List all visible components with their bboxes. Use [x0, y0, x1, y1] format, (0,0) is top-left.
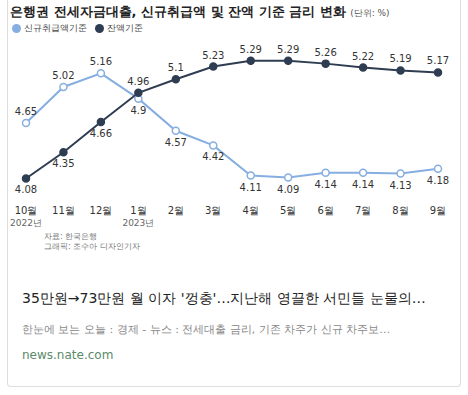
- svg-text:6월: 6월: [317, 205, 333, 216]
- svg-text:5.23: 5.23: [202, 50, 224, 61]
- svg-text:5월: 5월: [280, 205, 296, 216]
- svg-text:7월: 7월: [355, 205, 371, 216]
- html-text:자료: 한국은행: 자료: 한국은행: [44, 232, 98, 241]
- svg-text:4.65: 4.65: [15, 106, 37, 117]
- html-text:잔액기준: 잔액기준: [107, 23, 143, 33]
- svg-text:4월: 4월: [243, 205, 259, 216]
- svg-text:8월: 8월: [392, 205, 408, 216]
- svg-text:9월: 9월: [430, 205, 446, 216]
- svg-text:5.22: 5.22: [352, 51, 374, 62]
- svg-text:4.35: 4.35: [52, 158, 74, 169]
- svg-text:2022년: 2022년: [10, 218, 42, 228]
- html-text:은행권 전세자금대출, 신규취급액 및 잔액 기준 금리 변: 은행권 전세자금대출, 신규취급액 및 잔액 기준 금리 변화 (단위: %): [10, 4, 390, 19]
- svg-text:5.26: 5.26: [315, 47, 337, 58]
- svg-text:4.09: 4.09: [277, 184, 299, 195]
- svg-text:4.13: 4.13: [389, 180, 411, 191]
- svg-text:4.08: 4.08: [15, 184, 37, 195]
- svg-text:4.18: 4.18: [427, 175, 449, 186]
- svg-text:4.57: 4.57: [165, 137, 187, 148]
- html-text:35만원→73만원 월 이자 '껑충'…지난해 영끌한 서민: 35만원→73만원 월 이자 '껑충'…지난해 영끌한 서민들 눈물의…: [22, 290, 426, 306]
- svg-text:3월: 3월: [205, 205, 221, 216]
- html-text:그래픽: 조수아 디자인기자: 그래픽: 조수아 디자인기자: [44, 242, 140, 251]
- svg-text:4.14: 4.14: [352, 179, 374, 190]
- svg-text:11월: 11월: [52, 205, 75, 216]
- svg-text:5.29: 5.29: [277, 44, 299, 55]
- svg-text:5.16: 5.16: [90, 56, 112, 67]
- svg-text:4.11: 4.11: [240, 182, 262, 193]
- svg-text:5.17: 5.17: [427, 55, 449, 66]
- svg-text:4.42: 4.42: [202, 151, 224, 162]
- svg-text:4.96: 4.96: [127, 76, 149, 87]
- html-text:news.nate.com: news.nate.com: [22, 348, 114, 362]
- svg-text:12월: 12월: [90, 205, 113, 216]
- svg-text:5.02: 5.02: [52, 70, 74, 81]
- svg-text:4.14: 4.14: [315, 179, 337, 190]
- svg-text:2023년: 2023년: [122, 218, 154, 228]
- svg-text:1월: 1월: [130, 205, 146, 216]
- svg-text:4.9: 4.9: [130, 105, 146, 116]
- svg-text:2월: 2월: [168, 205, 184, 216]
- svg-text:4.66: 4.66: [90, 128, 112, 139]
- html-text:신규취급액기준: 신규취급액기준: [24, 23, 87, 33]
- html-text:한눈에 보는 오늘 : 경제 - 뉴스 : 전세대출 금리,: 한눈에 보는 오늘 : 경제 - 뉴스 : 전세대출 금리, 기존 차주가 신규…: [22, 323, 391, 336]
- svg-text:10월: 10월: [15, 205, 38, 216]
- svg-text:5.19: 5.19: [389, 53, 411, 64]
- svg-text:5.1: 5.1: [168, 62, 184, 73]
- svg-text:5.29: 5.29: [240, 44, 262, 55]
